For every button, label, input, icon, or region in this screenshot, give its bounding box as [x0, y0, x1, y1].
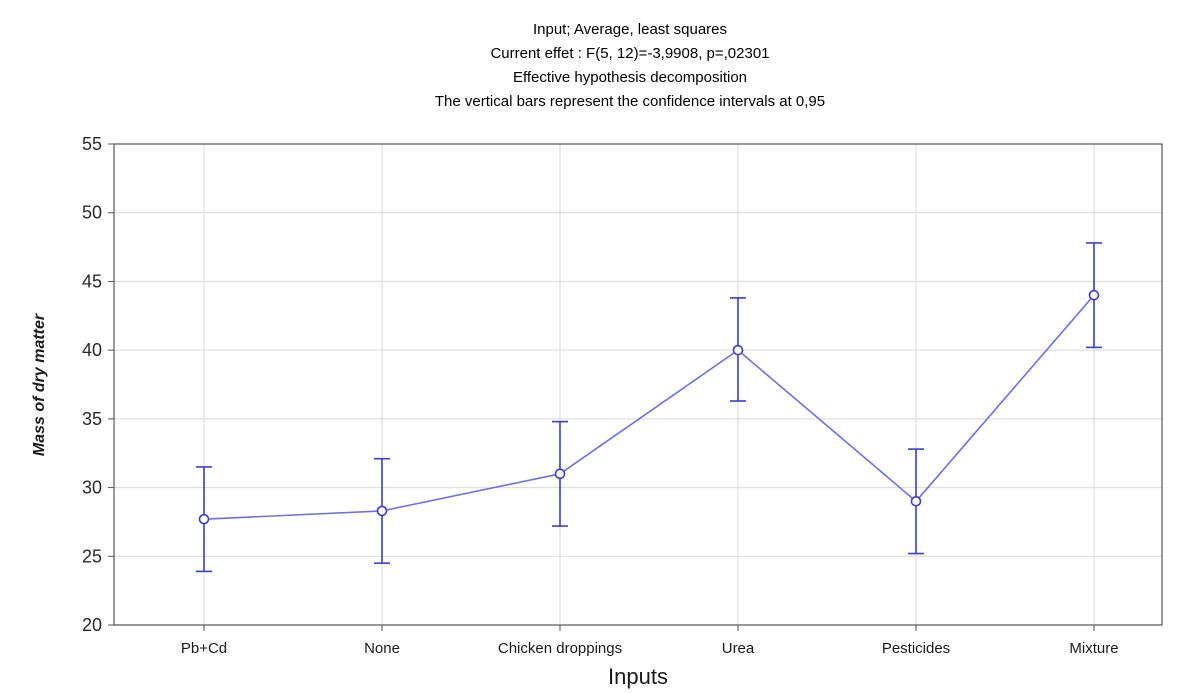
x-tick-label: Urea — [722, 640, 755, 657]
y-axis-label: Mass of dry matter — [31, 313, 48, 456]
series-polyline — [203, 294, 1095, 520]
x-axis-ticks: Pb+Cd None Chicken droppings Urea Pesticides… — [181, 625, 1119, 657]
data-point — [732, 344, 744, 356]
data-point — [1088, 289, 1100, 301]
y-tick-label: 40 — [82, 340, 102, 360]
chart-title-line-4: The vertical bars represent the confiden… — [435, 93, 825, 110]
y-tick-label: 20 — [82, 615, 102, 635]
data-point — [198, 513, 210, 525]
plot-frame — [113, 143, 1163, 626]
x-tick-label: Chicken droppings — [498, 640, 622, 657]
y-tick-label: 35 — [82, 409, 102, 429]
y-tick-label: 45 — [82, 271, 102, 291]
error-bars — [196, 242, 1102, 573]
chart-title-line-2: Current effet : F(5, 12)=-3,9908, p=,023… — [490, 45, 769, 62]
chart-title-line-1: Input; Average, least squares — [533, 21, 727, 38]
data-point — [910, 496, 922, 507]
y-tick-label: 55 — [82, 134, 102, 154]
y-tick-label: 30 — [82, 478, 102, 498]
x-tick-label: Pesticides — [882, 640, 950, 657]
y-axis-ticks: 20 25 30 35 40 45 50 55 — [82, 134, 114, 635]
chart-title-line-3: Effective hypothesis decomposition — [513, 69, 747, 86]
x-tick-label: Pb+Cd — [181, 640, 227, 657]
y-tick-label: 25 — [82, 546, 102, 566]
x-tick-label: None — [364, 640, 400, 657]
y-tick-label: 50 — [82, 203, 102, 223]
grid — [114, 144, 1162, 625]
x-tick-label: Mixture — [1069, 640, 1118, 657]
chart-title: Input; Average, least squares Current ef… — [435, 21, 825, 110]
data-point — [554, 468, 566, 480]
data-point — [376, 505, 388, 517]
series-markers — [198, 289, 1100, 525]
x-axis-label: Inputs — [608, 664, 668, 689]
series-line — [203, 294, 1095, 520]
